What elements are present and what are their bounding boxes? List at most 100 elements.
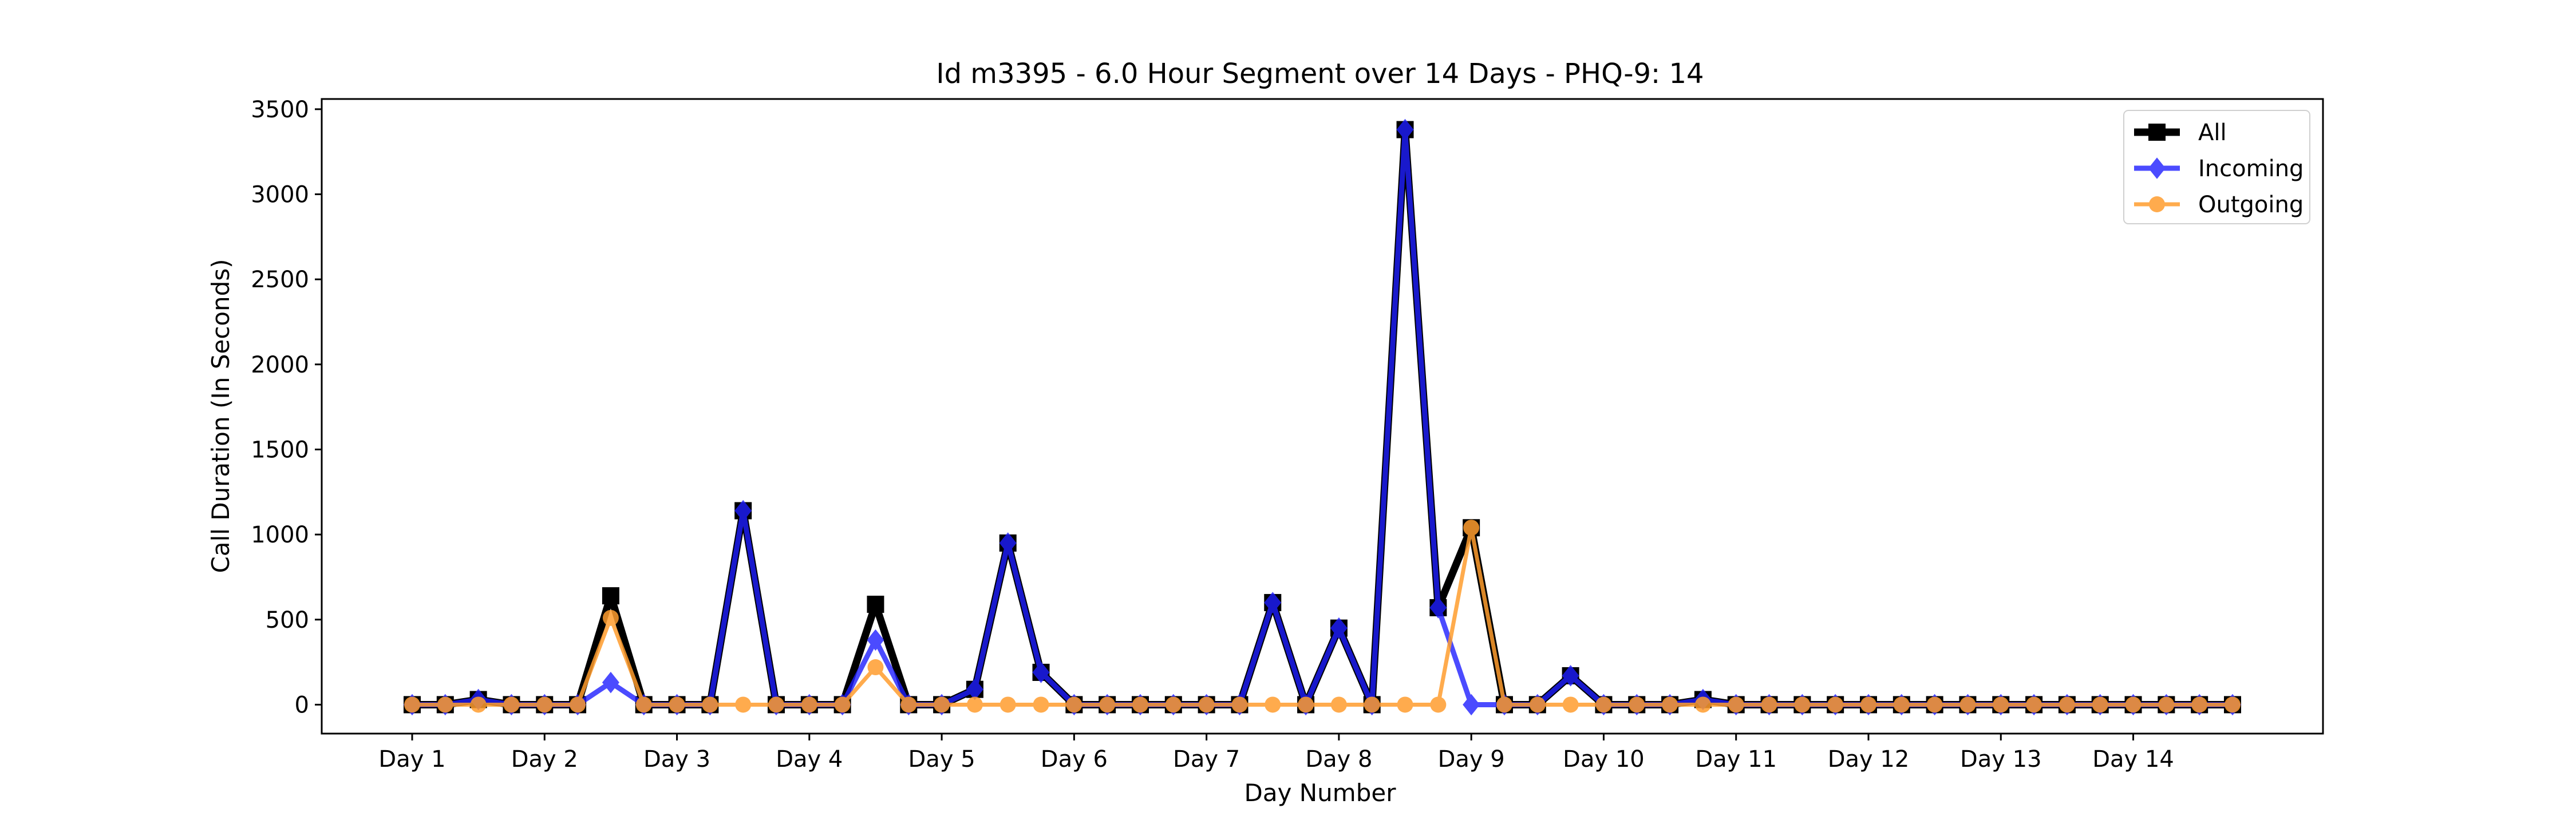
data-point-outgoing [570,696,586,713]
y-axis: 0 500 1000 1500 2000 2500 3000 3500 [251,97,322,718]
data-point-outgoing [1959,696,1976,713]
data-point-outgoing [1198,696,1215,713]
data-point-outgoing [1231,696,1248,713]
x-tick-label: Day 13 [1960,746,2042,772]
x-tick-label: Day 9 [1438,746,1505,772]
data-point-incoming [1032,661,1050,683]
data-point-outgoing [900,696,917,713]
data-point-incoming [1562,665,1579,687]
data-point-outgoing [1794,696,1811,713]
data-point-outgoing [1529,696,1546,713]
data-point-outgoing [1728,696,1744,713]
chart-title: Id m3395 - 6.0 Hour Segment over 14 Days… [936,58,1704,90]
data-point-incoming [1429,597,1447,619]
x-tick-label: Day 3 [643,746,710,772]
y-tick-label: 0 [295,692,309,718]
data-point-outgoing [1496,696,1512,713]
data-point-incoming [867,629,884,651]
data-point-outgoing [437,696,453,713]
series-layer [404,118,2241,716]
data-point-incoming [966,678,983,700]
legend-marker-all [2148,124,2166,141]
legend-marker-outgoing [2149,196,2165,212]
data-point-incoming [999,532,1017,554]
data-point-outgoing [1397,696,1413,713]
data-point-outgoing [1926,696,1943,713]
data-point-all [602,587,619,605]
data-point-outgoing [768,696,784,713]
x-tick-label: Day 8 [1305,746,1372,772]
y-tick-label: 3000 [251,181,309,208]
x-axis-label: Day Number [1244,779,1396,807]
data-point-all [867,596,884,613]
y-tick-label: 1000 [251,522,309,548]
data-point-outgoing [1827,696,1844,713]
data-point-outgoing [999,696,1016,713]
data-point-outgoing [470,696,487,713]
y-tick-label: 500 [266,607,309,633]
y-tick-label: 3500 [251,97,309,123]
data-point-outgoing [536,696,553,713]
data-point-outgoing [834,696,851,713]
legend: All Incoming Outgoing [2123,110,2310,224]
legend-entry-all [2134,124,2180,141]
data-point-outgoing [2225,696,2241,713]
data-point-incoming [1463,694,1480,716]
data-point-outgoing [934,696,950,713]
data-point-outgoing [1298,696,1314,713]
data-point-outgoing [1265,696,1281,713]
legend-entry-incoming [2134,157,2180,179]
data-point-outgoing [635,696,652,713]
data-point-incoming [1330,617,1348,639]
x-tick-label: Day 2 [511,746,578,772]
legend-label-all: All [2198,120,2227,146]
data-point-outgoing [1893,696,1910,713]
data-point-incoming [602,672,619,694]
data-point-outgoing [1463,520,1480,536]
data-point-outgoing [1165,696,1182,713]
legend-label-outgoing: Outgoing [2198,192,2304,218]
x-tick-label: Day 10 [1563,746,1645,772]
data-point-outgoing [1761,696,1777,713]
data-point-outgoing [801,696,817,713]
y-tick-label: 1500 [251,437,309,463]
plot-frame [321,98,2324,735]
data-point-outgoing [1364,696,1380,713]
x-tick-label: Day 11 [1695,746,1777,772]
legend-box [2123,110,2310,224]
x-tick-label: Day 4 [776,746,843,772]
data-point-outgoing [702,696,718,713]
data-point-outgoing [2125,696,2142,713]
data-point-outgoing [966,696,983,713]
data-point-outgoing [2158,696,2175,713]
data-point-outgoing [1595,696,1612,713]
y-axis-label: Call Duration (In Seconds) [207,259,235,573]
legend-marker-incoming [2148,157,2166,179]
data-point-outgoing [867,659,884,676]
series-outgoing [404,520,2241,713]
data-point-outgoing [1330,696,1347,713]
data-point-outgoing [2092,696,2108,713]
data-point-outgoing [404,696,420,713]
data-point-outgoing [1629,696,1645,713]
data-point-outgoing [1694,696,1711,713]
data-point-outgoing [1066,696,1082,713]
data-point-outgoing [503,696,520,713]
y-tick-label: 2000 [251,352,309,378]
data-point-incoming [1264,592,1282,613]
data-point-outgoing [1430,696,1447,713]
x-tick-label: Day 5 [908,746,975,772]
data-point-incoming [734,500,752,522]
data-point-outgoing [735,696,752,713]
x-tick-label: Day 6 [1041,746,1108,772]
data-point-outgoing [1860,696,1876,713]
x-tick-label: Day 14 [2092,746,2174,772]
data-point-outgoing [1662,696,1678,713]
x-tick-label: Day 1 [378,746,445,772]
x-axis: Day 1 Day 2 Day 3 Day 4 Day 5 Day 6 Day 7 Day 8… [378,734,2174,772]
data-point-outgoing [1033,696,1049,713]
data-point-outgoing [2191,696,2208,713]
data-point-incoming [1396,118,1414,141]
data-point-outgoing [1562,696,1579,713]
